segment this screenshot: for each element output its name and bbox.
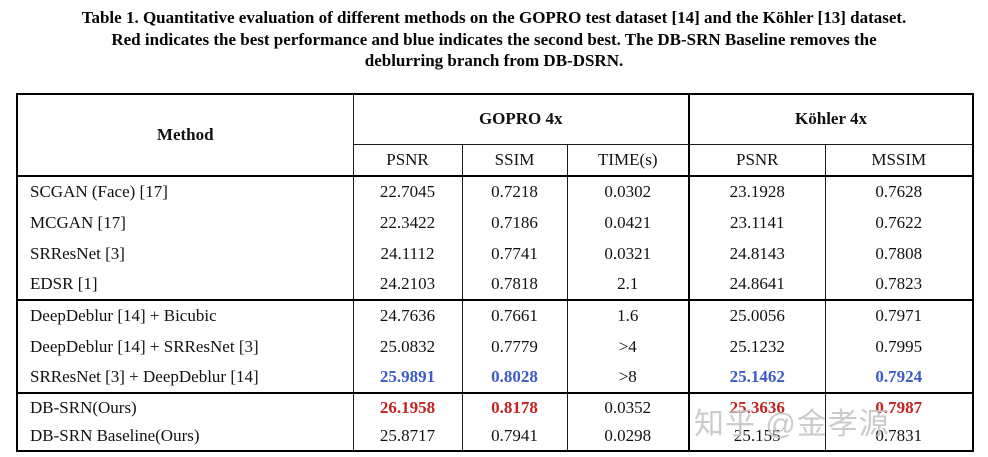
method-cell: EDSR [1] <box>30 274 98 293</box>
results-table: Method GOPRO 4x Köhler 4x PSNR SSIM TIME… <box>16 93 974 452</box>
value-cell: 0.7779 <box>461 331 567 362</box>
table-row: EDSR [1] 24.2103 0.7818 2.1 24.8641 0.7823 <box>17 269 973 300</box>
value-cell: 0.7924 <box>824 362 973 393</box>
value-cell: 23.1928 <box>688 176 825 207</box>
value-cell: 25.0832 <box>352 331 462 362</box>
value-cell: 0.7741 <box>461 238 567 269</box>
value-cell: 24.8143 <box>688 238 825 269</box>
value-cell: 24.2103 <box>352 269 462 300</box>
table-row: SRResNet [3] 24.1112 0.7741 0.0321 24.8143 0.… <box>17 238 973 269</box>
table-row: SCGAN (Face) [17] 22.7045 0.7218 0.0302 23.1… <box>17 176 973 207</box>
value-cell: 0.7218 <box>461 176 567 207</box>
value-cell: 0.7818 <box>461 269 567 300</box>
value-cell: 25.8717 <box>352 422 462 451</box>
value-cell: 2.1 <box>566 269 689 300</box>
caption-line-1: Table 1. Quantitative evaluation of diff… <box>81 8 907 27</box>
value-cell: 0.8028 <box>461 362 567 393</box>
value-cell: 0.0421 <box>566 207 689 238</box>
caption-line-2: Red indicates the best performance and b… <box>111 29 877 49</box>
method-cell: DeepDeblur [14] + SRResNet [3] <box>30 336 259 356</box>
value-cell: 25.0056 <box>688 300 825 331</box>
value-cell: 26.1958 <box>352 393 462 422</box>
value-cell: 0.7987 <box>824 393 973 422</box>
value-cell: 1.6 <box>566 300 689 331</box>
value-cell: >8 <box>566 362 689 393</box>
value-cell: 0.7628 <box>824 176 973 207</box>
value-cell: 0.7186 <box>461 207 567 238</box>
method-cell: MCGAN [17] <box>30 212 126 232</box>
value-cell: 0.7971 <box>824 300 973 331</box>
value-cell: 24.7636 <box>352 300 462 331</box>
value-cell: 25.9891 <box>352 362 462 393</box>
value-cell: 0.7661 <box>461 300 567 331</box>
value-cell: 0.7622 <box>824 207 973 238</box>
column-header-gopro-time: TIME(s) <box>566 144 689 177</box>
results-table-container: Method GOPRO 4x Köhler 4x PSNR SSIM TIME… <box>16 93 974 452</box>
value-cell: 0.0298 <box>566 422 689 451</box>
table-row: DB-SRN(Ours) 26.1958 0.8178 0.0352 25.3636 0.… <box>17 393 973 422</box>
value-cell: 0.8178 <box>461 393 567 422</box>
method-cell: DeepDeblur [14] + Bicubic <box>30 306 217 325</box>
value-cell: 0.7823 <box>824 269 973 300</box>
value-cell: 25.1232 <box>688 331 825 362</box>
value-cell: 22.7045 <box>352 176 462 207</box>
column-group-kohler: Köhler 4x <box>688 94 973 145</box>
column-header-gopro-psnr: PSNR <box>352 144 462 177</box>
table-row: DB-SRN Baseline(Ours) 25.8717 0.7941 0.0298… <box>17 422 973 451</box>
value-cell: 0.0352 <box>566 393 689 422</box>
table-row: DeepDeblur [14] + SRResNet [3] 25.0832 0.7… <box>17 331 973 362</box>
value-cell: 25.1462 <box>688 362 825 393</box>
method-cell: SRResNet [3] + DeepDeblur [14] <box>30 367 259 386</box>
value-cell: >4 <box>566 331 689 362</box>
column-header-kohler-mssim: MSSIM <box>824 144 973 177</box>
value-cell: 0.7995 <box>824 331 973 362</box>
row-group-2: DeepDeblur [14] + Bicubic 24.7636 0.7661 1.… <box>17 300 973 393</box>
row-group-3: DB-SRN(Ours) 26.1958 0.8178 0.0352 25.3636 0.… <box>17 393 973 451</box>
table-row: MCGAN [17] 22.3422 0.7186 0.0421 23.1141 0.76… <box>17 207 973 238</box>
method-cell: SRResNet [3] <box>30 243 125 263</box>
table-row: SRResNet [3] + DeepDeblur [14] 25.9891 0.8… <box>17 362 973 393</box>
column-header-gopro-ssim: SSIM <box>461 144 567 177</box>
value-cell: 23.1141 <box>688 207 825 238</box>
table-row: DeepDeblur [14] + Bicubic 24.7636 0.7661 1.… <box>17 300 973 331</box>
value-cell: 24.1112 <box>352 238 462 269</box>
value-cell: 0.0302 <box>566 176 689 207</box>
value-cell: 25.155 <box>688 422 825 451</box>
value-cell: 22.3422 <box>352 207 462 238</box>
method-cell: DB-SRN Baseline(Ours) <box>30 426 200 445</box>
value-cell: 0.0321 <box>566 238 689 269</box>
row-group-1: SCGAN (Face) [17] 22.7045 0.7218 0.0302 23.1… <box>17 176 973 300</box>
caption-line-3: deblurring branch from DB-DSRN. <box>364 51 624 70</box>
value-cell: 25.3636 <box>688 393 825 422</box>
value-cell: 0.7808 <box>824 238 973 269</box>
column-header-method: Method <box>17 94 354 177</box>
table-caption: Table 1. Quantitative evaluation of diff… <box>0 7 988 72</box>
value-cell: 0.7941 <box>461 422 567 451</box>
method-cell: SCGAN (Face) [17] <box>30 182 168 201</box>
column-group-gopro: GOPRO 4x <box>352 94 689 145</box>
value-cell: 0.7831 <box>824 422 973 451</box>
column-header-kohler-psnr: PSNR <box>688 144 825 177</box>
value-cell: 24.8641 <box>688 269 825 300</box>
method-cell: DB-SRN(Ours) <box>30 398 137 417</box>
